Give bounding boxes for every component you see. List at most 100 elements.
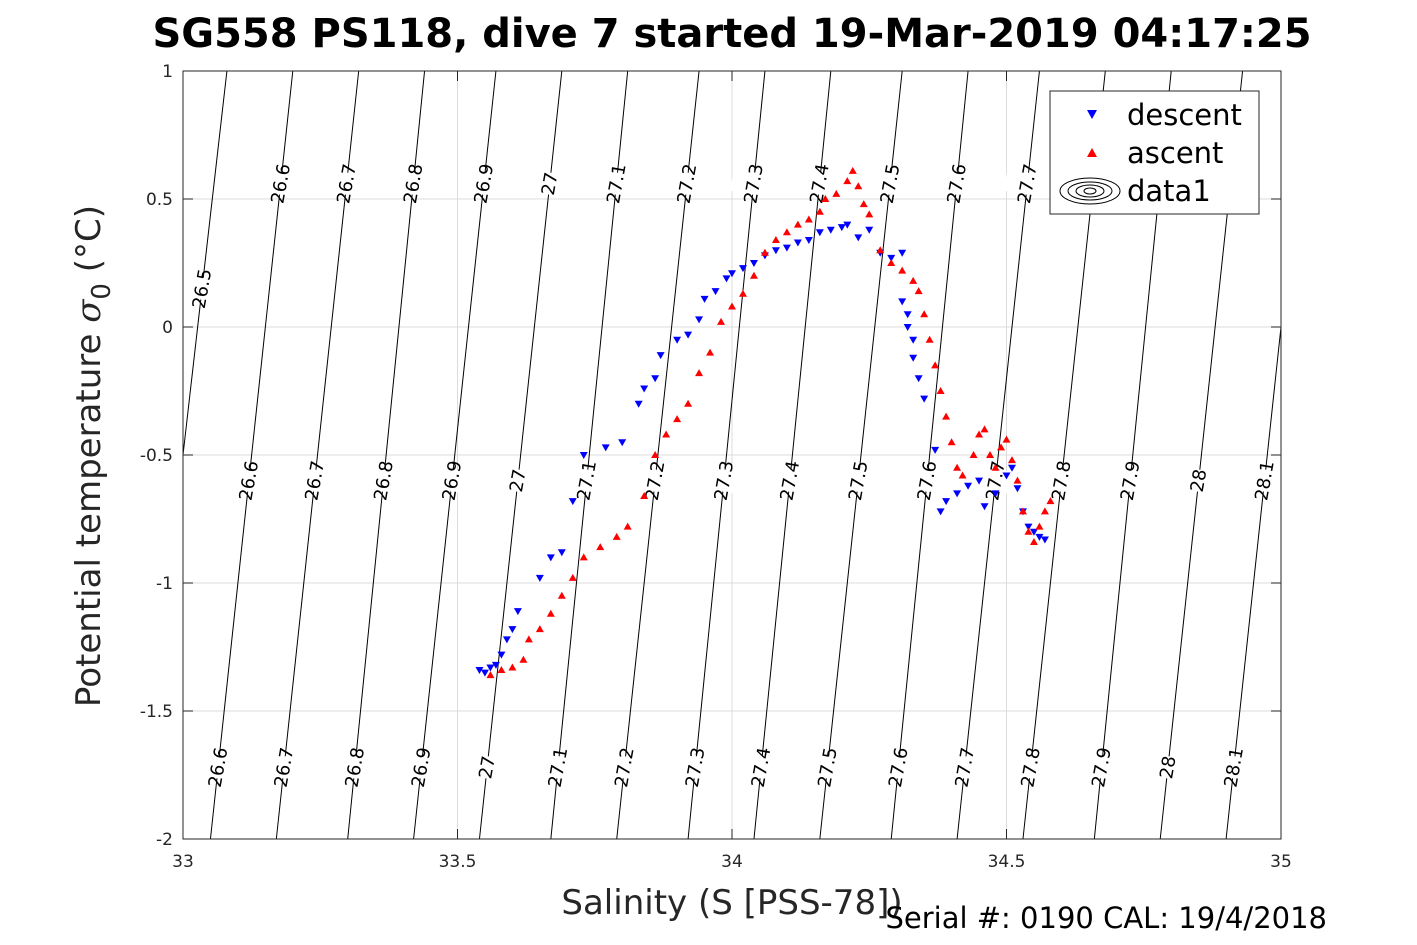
descent-point (898, 249, 907, 257)
descent-point (656, 352, 665, 360)
y-tick-label: -0.5 (140, 446, 173, 466)
contour-label-bg (834, 465, 882, 496)
density-contour-line (275, 70, 360, 840)
descent-point (618, 439, 627, 447)
contour-label: 26.9 (408, 746, 436, 789)
ascent-point (612, 532, 621, 540)
contour-label-bg (903, 465, 951, 496)
serial-cal-footer: Serial #: 0190 CAL: 19/4/2018 (885, 901, 1327, 935)
ascent-point (936, 387, 945, 394)
descent-point (579, 452, 588, 459)
descent-point (903, 311, 912, 319)
descent-point (782, 244, 791, 252)
ascent-point (1013, 476, 1022, 484)
ascent-point (876, 246, 885, 254)
contour-label-bg (1240, 465, 1289, 496)
ascent-point (486, 671, 495, 679)
ascent-point (557, 591, 566, 599)
ascent-point (843, 177, 852, 185)
x-tick-label: 35 (1270, 852, 1292, 872)
contour-label: 27.9 (1117, 459, 1145, 502)
contour-label-bg (463, 752, 511, 782)
ascent-point (865, 210, 874, 218)
ascent-point (804, 215, 813, 223)
contour-label-bg (592, 168, 640, 199)
ascent-point (942, 412, 951, 420)
y-axis-label-main: Potential temperature (69, 323, 109, 707)
contour-label: 28 (1187, 468, 1212, 494)
density-contour-line (182, 70, 228, 456)
contour-label: 27.8 (1048, 459, 1076, 502)
ascent-point (925, 335, 934, 343)
contour-label-bg (194, 752, 242, 782)
descent-point (722, 275, 731, 283)
descent-point (475, 667, 484, 675)
contour-label-bg (359, 465, 408, 496)
contour-label: 28.1 (1220, 746, 1248, 789)
descent-point (568, 498, 577, 506)
descent-point (711, 288, 720, 296)
contour-label: 26.5 (189, 267, 217, 310)
ascent-point (673, 415, 682, 423)
y-tick-label: -1.5 (140, 702, 173, 722)
x-tick-label: 33.5 (439, 852, 477, 872)
y-axis-label-symbol: σ (69, 299, 109, 323)
descent-point (942, 498, 951, 506)
descent-point (491, 661, 500, 669)
ascent-point (887, 259, 896, 266)
ascent-point (546, 609, 555, 617)
contour-label-bg (700, 465, 748, 496)
ascent-point (1029, 538, 1038, 546)
contour-label: 26.9 (439, 459, 467, 502)
ascent-point (508, 663, 517, 671)
contour-label-bg (1210, 752, 1258, 782)
contour-label: 27.9 (1088, 746, 1116, 789)
descent-point (486, 664, 495, 672)
contour-label-bg (225, 465, 273, 496)
density-contour-labels: 26.6 26.7 26.8 26.9 27 27.1 27.2 27.3 27.4 27.5 27… (178, 162, 1289, 789)
ascent-point (640, 491, 649, 499)
descent-point (898, 298, 907, 306)
x-tick-label: 34 (721, 852, 743, 872)
x-axis-label: Salinity (S [PSS-78]) (561, 883, 902, 923)
descent-point (700, 295, 709, 303)
legend-ascent-label: ascent (1127, 136, 1223, 170)
descent-point (837, 224, 846, 232)
descent-point (497, 651, 506, 659)
ascent-point (848, 166, 857, 174)
contour-label: 28 (1156, 754, 1181, 780)
descent-point (909, 354, 918, 362)
descent-point (903, 324, 912, 331)
ascent-point (793, 220, 802, 228)
grid (183, 71, 1281, 839)
contour-label-bg (323, 168, 371, 199)
contour-label-bg (428, 465, 476, 496)
contour-label: 26.7 (301, 459, 329, 502)
descent-point (793, 239, 802, 247)
ascent-point (717, 317, 726, 325)
contour-label-bg (563, 465, 611, 496)
descent-point (920, 395, 929, 403)
contour-label: 27.3 (711, 459, 739, 502)
descent-point (749, 260, 758, 267)
descent-point (651, 375, 660, 383)
legend-data1-label: data1 (1127, 174, 1211, 208)
density-contour-line (550, 70, 629, 840)
descent-point (887, 254, 896, 262)
ascent-point (623, 522, 632, 530)
descent-point (546, 554, 555, 562)
contour-label-bg (941, 752, 989, 782)
contour-label-bg (663, 168, 711, 199)
contour-label: 27.6 (885, 746, 913, 789)
ascent-point (914, 287, 923, 295)
descent-point (535, 574, 544, 582)
density-contour-line (478, 70, 563, 840)
density-contour-line (890, 70, 969, 840)
contour-label-bg (397, 752, 445, 782)
contour-label-bg (331, 752, 379, 782)
descent-point (557, 549, 566, 557)
contour-label: 27.4 (777, 459, 805, 502)
descent-point (854, 234, 863, 242)
contour-label-bg (1037, 465, 1085, 496)
